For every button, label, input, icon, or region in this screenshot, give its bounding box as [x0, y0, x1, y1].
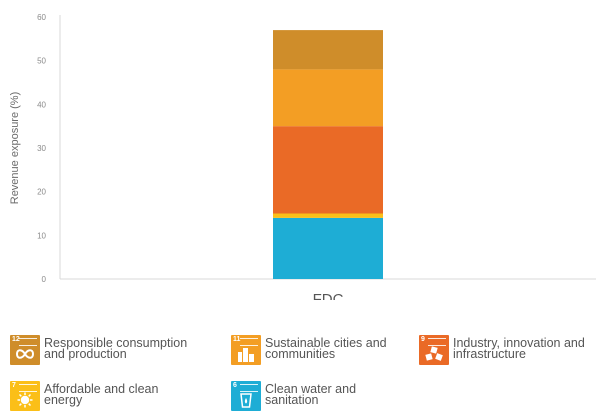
bar-segment [273, 217, 383, 279]
legend-label: Responsible consumption and production [44, 336, 188, 361]
legend-label: Sustainable cities and communities [265, 336, 387, 361]
sun-icon: 7 [10, 381, 40, 411]
chart: 0 10 20 30 40 50 60 Revenue exposure (%) FDC [9, 13, 596, 300]
legend-label: Clean water and sanitation [265, 382, 357, 407]
y-tick-label: 30 [37, 144, 46, 153]
bar-segment [273, 69, 383, 127]
buildings-icon: 11 [231, 335, 261, 365]
y-tick-label: 20 [37, 188, 46, 197]
bar-segment [273, 126, 383, 214]
bar-segment [273, 213, 383, 218]
y-tick-label: 0 [42, 275, 47, 284]
y-tick-label: 60 [37, 13, 46, 22]
bar-segment [273, 30, 383, 70]
y-tick-label: 50 [37, 57, 46, 66]
legend-item-industry-innovation: 9 Industry, innovation and infrastructur… [419, 335, 585, 365]
legend-item-sustainable-cities: 11 Sustainable cities and communities [231, 335, 387, 365]
y-tick-label: 40 [37, 100, 46, 109]
cubes-icon: 9 [419, 335, 449, 365]
y-axis-ticks: 0 10 20 30 40 50 60 [37, 13, 46, 284]
legend-item-responsible-consumption: 12 Responsible consumption and productio… [10, 335, 187, 365]
legend-item-affordable-energy: 7 Affordable and clean energy [10, 381, 158, 411]
y-axis-title: Revenue exposure (%) [9, 92, 21, 205]
legend-label: Affordable and clean energy [44, 382, 159, 407]
infinity-icon: 12 [10, 335, 40, 365]
y-tick-label: 10 [37, 231, 46, 240]
bar-stack [273, 30, 383, 279]
category-labels: FDC [313, 291, 344, 300]
legend-label: Industry, innovation and infrastructure [453, 336, 585, 361]
x-category-label: FDC [313, 291, 344, 300]
legend-item-clean-water: 6 Clean water and sanitation [231, 381, 356, 411]
water-glass-icon: 6 [231, 381, 261, 411]
